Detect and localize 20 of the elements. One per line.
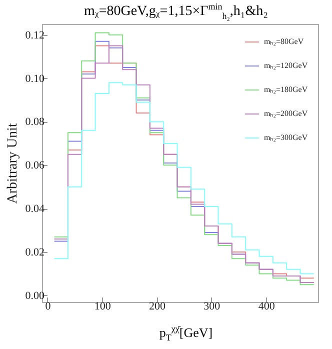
y-tick-label: 0.06 [25, 160, 45, 172]
x-axis-title: p$_{T}$$^{χχ̄}$[GeV] [158, 324, 214, 343]
legend-label: mₕ₂=200GeV [264, 109, 308, 118]
y-tick-label: 0.00 [25, 290, 45, 302]
x-tick-label: 100 [94, 300, 112, 312]
y-tick-label: 0.08 [25, 116, 45, 128]
x-tick-label: 400 [258, 300, 276, 312]
y-tick-label: 0.02 [25, 246, 44, 259]
x-tick-label: 300 [204, 300, 221, 312]
legend-label: mₕ₂=120GeV [264, 61, 308, 70]
chart-title: mᵪ=80GeV,gᵪ=1,15×Γ$^{min}$$_{h₂}$,h₁&h₂ [82, 0, 269, 22]
legend-label: mₕ₂=180GeV [264, 85, 308, 94]
legend-label: mₕ₂=300GeV [264, 133, 308, 142]
x-tick-label: 200 [149, 300, 166, 312]
y-tick-label: 0.04 [25, 203, 45, 216]
y-tick-label: 0.10 [25, 72, 45, 85]
y-tick-label: 0.12 [25, 29, 44, 42]
x-tick-label: 0 [45, 300, 52, 312]
legend-label: mₕ₂=80GeV [264, 37, 304, 46]
y-axis-title: Arbitrary Unit [5, 123, 20, 204]
